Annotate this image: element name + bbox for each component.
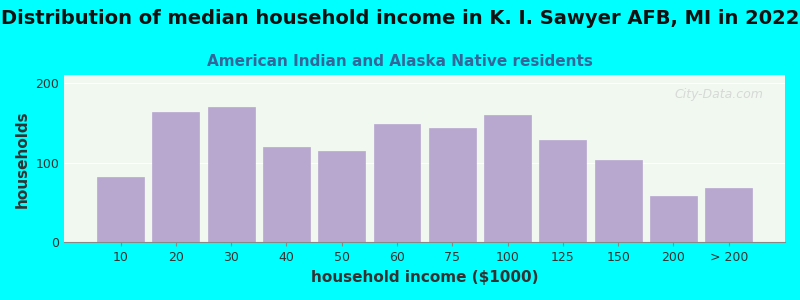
Bar (318, 151, 366, 242)
Y-axis label: households: households (15, 110, 30, 208)
Bar (594, 160, 642, 242)
X-axis label: household income ($1000): household income ($1000) (311, 270, 538, 285)
Text: American Indian and Alaska Native residents: American Indian and Alaska Native reside… (207, 54, 593, 69)
Bar (374, 124, 421, 242)
Text: City-Data.com: City-Data.com (674, 88, 763, 101)
Bar (484, 115, 531, 242)
Text: Distribution of median household income in K. I. Sawyer AFB, MI in 2022: Distribution of median household income … (1, 9, 799, 28)
Bar (263, 147, 310, 242)
Bar (429, 128, 476, 242)
Bar (97, 177, 144, 242)
Bar (152, 112, 199, 242)
Bar (539, 140, 586, 242)
Bar (706, 188, 752, 242)
Bar (650, 196, 697, 242)
Bar (208, 107, 254, 242)
